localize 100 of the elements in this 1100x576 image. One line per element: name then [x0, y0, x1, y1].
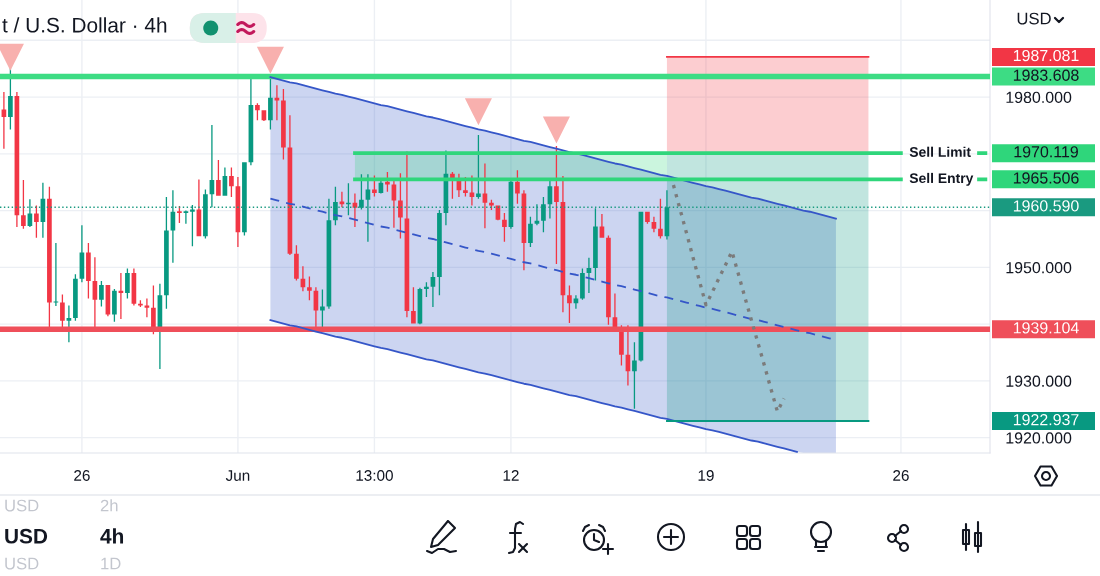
candlestick: [294, 245, 299, 281]
ref-line-label: 1960.590: [1013, 200, 1079, 212]
candlestick: [73, 274, 78, 321]
candlestick: [326, 198, 332, 309]
candlestick: [430, 271, 436, 308]
x-tick-label: 19: [698, 470, 714, 481]
candlestick: [99, 281, 104, 307]
ref-line-label: 1939.104: [1013, 322, 1079, 334]
line-series: [269, 76, 837, 220]
candlestick: [437, 210, 442, 296]
text: 2h: [100, 499, 118, 512]
candlestick: [170, 190, 176, 263]
line-series: [671, 183, 786, 414]
y-tick-label: 1920.000: [1006, 432, 1072, 444]
candlestick: [229, 167, 234, 197]
candlestick: [216, 160, 221, 196]
candlestick: [573, 295, 579, 309]
candlestick: [502, 212, 507, 242]
candlestick: [86, 242, 91, 299]
text: 1987.081: [1013, 49, 1079, 62]
candlestick: [632, 342, 637, 409]
text: USD: [1017, 12, 1051, 25]
candlestick: [411, 287, 416, 324]
candlestick: [274, 85, 280, 121]
candlestick: [664, 190, 670, 240]
candlestick: [352, 193, 358, 228]
candlestick: [580, 268, 585, 300]
candlestick: [339, 191, 345, 208]
candlestick: [593, 208, 598, 281]
candlestick: [60, 294, 65, 329]
text: USD: [5, 557, 39, 570]
candlestick: [47, 186, 52, 327]
text: 1D: [101, 557, 121, 570]
candlestick: [248, 78, 254, 166]
candlestick: [281, 89, 286, 160]
candlestick: [606, 235, 611, 325]
candlestick: [222, 167, 228, 196]
candlestick: [196, 179, 202, 237]
series-label: Sell Entry: [909, 172, 974, 186]
candlestick: [528, 216, 533, 247]
candlestick: [112, 288, 117, 322]
candlestick: [586, 257, 592, 293]
x-tick-label: 12: [503, 470, 519, 481]
text: t / U.S. Dollar · 4h: [2, 17, 167, 33]
candlestick: [34, 205, 39, 238]
data-label: 1970.119: [1014, 146, 1078, 158]
candlestick: [255, 103, 260, 121]
x-tick-label: Jun: [225, 470, 250, 481]
text: USD: [5, 499, 39, 512]
candlestick: [242, 162, 247, 236]
candlestick: [365, 174, 371, 242]
candlestick: [144, 298, 150, 318]
candlestick: [125, 268, 130, 299]
text: 1922.937: [1013, 413, 1079, 426]
candlestick: [1, 91, 7, 149]
y-tick-label: 1980.000: [1006, 91, 1072, 104]
ref-line-label: 1983.608: [1013, 69, 1079, 81]
candlestick: [567, 285, 572, 323]
candlestick: [164, 196, 169, 309]
candlestick: [27, 199, 33, 228]
candlestick: [209, 124, 215, 208]
point: [464, 98, 492, 126]
candlestick: [443, 150, 449, 226]
point: [542, 116, 570, 144]
x-tick-label: 26: [893, 470, 909, 481]
x-tick-label: 26: [74, 470, 90, 481]
candlestick: [521, 190, 527, 271]
candlestick: [79, 225, 85, 283]
candlestick: [53, 242, 59, 306]
y-tick-label: 1930.000: [1006, 375, 1072, 387]
line-series: [269, 319, 798, 453]
candlestick: [645, 211, 650, 224]
text: 4h: [100, 528, 124, 544]
point: [256, 46, 284, 74]
candlestick: [469, 175, 475, 206]
candlestick: [307, 276, 312, 301]
candlestick: [391, 181, 397, 228]
candlestick: [300, 266, 306, 292]
candlestick: [625, 325, 631, 386]
candlestick: [541, 196, 546, 233]
candlestick: [534, 204, 540, 226]
data-label: 1965.506: [1013, 172, 1079, 184]
candlestick: [40, 182, 46, 238]
candlestick: [235, 177, 241, 247]
text: USD: [5, 528, 48, 544]
candlestick: [268, 76, 273, 130]
candlestick: [118, 273, 124, 320]
candlestick: [203, 189, 208, 239]
series-label: Sell Limit: [909, 146, 971, 157]
candlestick: [92, 257, 98, 327]
candlestick: [599, 214, 605, 238]
candlestick: [21, 179, 26, 229]
candlestick: [482, 163, 488, 229]
x-tick-label: 13:00: [356, 470, 393, 481]
candlestick: [515, 170, 520, 204]
candlestick: [651, 216, 657, 233]
candlestick: [183, 210, 189, 224]
candlestick: [560, 175, 566, 313]
y-tick-label: 1950.000: [1006, 262, 1072, 274]
candlestick: [547, 178, 553, 219]
